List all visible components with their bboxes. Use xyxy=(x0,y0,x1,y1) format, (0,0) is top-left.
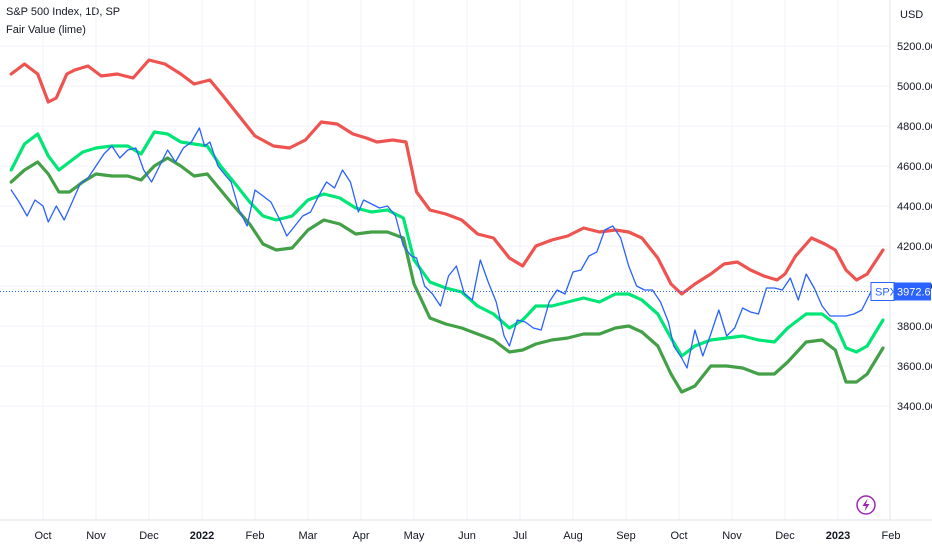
lightning-icon[interactable] xyxy=(856,495,876,515)
time-tick-label: Nov xyxy=(86,530,106,542)
price-tick-label: 3600.00 xyxy=(897,361,932,373)
price-tick-label: 3800.00 xyxy=(897,321,932,333)
series-line-2 xyxy=(9,156,885,394)
price-tick-label: 5200.00 xyxy=(897,41,932,53)
time-tick-label: May xyxy=(404,530,425,542)
time-tick-label: Jul xyxy=(513,530,527,542)
badge-symbol: SPX xyxy=(875,286,898,298)
last-price-badge: SPX 3972.60 xyxy=(870,281,932,301)
time-tick-label: Dec xyxy=(775,530,795,542)
badge-value: 3972.60 xyxy=(897,286,932,298)
time-tick-label: Apr xyxy=(352,530,369,542)
time-tick-label: Dec xyxy=(139,530,159,542)
price-tick-label: 4600.00 xyxy=(897,161,932,173)
chart-series xyxy=(9,58,885,394)
series-line-0 xyxy=(9,58,885,296)
price-axis-panel[interactable] xyxy=(890,0,932,550)
symbol-legend[interactable]: S&P 500 Index, 1D, SP xyxy=(6,6,121,18)
time-tick-label: Feb xyxy=(882,530,901,542)
indicator-legend[interactable]: Fair Value (lime) xyxy=(6,24,86,36)
series-line-1 xyxy=(9,130,885,358)
time-tick-label: Nov xyxy=(722,530,742,542)
time-tick-label: Sep xyxy=(616,530,636,542)
price-tick-label: 4800.00 xyxy=(897,121,932,133)
time-tick-label: Oct xyxy=(670,530,687,542)
time-tick-label: Jun xyxy=(458,530,476,542)
price-tick-label: 5000.00 xyxy=(897,81,932,93)
currency-label: USD xyxy=(900,9,923,21)
price-tick-label: 3400.00 xyxy=(897,401,932,413)
price-tick-label: 4200.00 xyxy=(897,241,932,253)
price-tick-label: 4400.00 xyxy=(897,201,932,213)
time-tick-label: Mar xyxy=(299,530,318,542)
badge-value-box xyxy=(894,282,931,301)
series-line-3 xyxy=(10,127,884,369)
time-tick-label: Feb xyxy=(246,530,265,542)
time-tick-label: 2022 xyxy=(190,530,214,542)
time-tick-label: Aug xyxy=(563,530,583,542)
time-axis-ticks[interactable]: Oct Nov Dec 2022 Feb Mar Apr May Jun Jul Aug Sep Oct… xyxy=(34,530,900,542)
time-tick-label: 2023 xyxy=(826,530,850,542)
time-tick-label: Oct xyxy=(34,530,51,542)
